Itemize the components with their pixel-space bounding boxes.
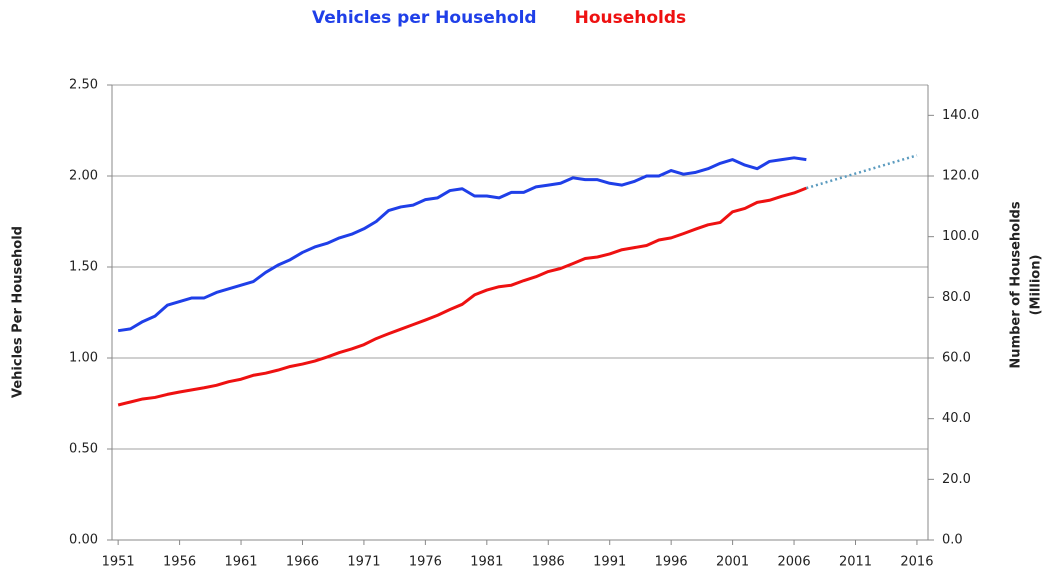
- x-tick-label: 1976: [409, 555, 442, 570]
- y-tick-label: 0.50: [69, 442, 98, 457]
- y2-axis-label: Number of Households: [1009, 201, 1024, 368]
- x-tick-label: 2016: [900, 555, 933, 570]
- y2-tick-label: 0.0: [942, 533, 963, 548]
- x-tick-label: 2011: [839, 555, 872, 570]
- x-tick-label: 1966: [286, 555, 319, 570]
- y2-tick-label: 80.0: [942, 290, 971, 305]
- data-line: [805, 154, 918, 190]
- x-tick-label: 1996: [655, 555, 688, 570]
- y2-tick-label: 60.0: [942, 351, 971, 366]
- data-line: [117, 156, 807, 333]
- legend-label: Households: [575, 8, 687, 28]
- y-tick-label: 1.50: [69, 260, 98, 275]
- y2-axis-label: (Million): [1029, 255, 1044, 316]
- y-tick-label: 0.00: [69, 533, 98, 548]
- x-tick-label: 2001: [716, 555, 749, 570]
- y-axis-label: Vehicles Per Household: [11, 226, 26, 398]
- x-tick-label: 1956: [163, 555, 196, 570]
- x-tick-label: 1961: [224, 555, 257, 570]
- y-tick-label: 2.50: [69, 78, 98, 93]
- y2-tick-label: 120.0: [942, 169, 979, 184]
- y2-tick-label: 20.0: [942, 472, 971, 487]
- y-tick-label: 2.00: [69, 169, 98, 184]
- data-line: [117, 186, 807, 407]
- x-tick-label: 1981: [470, 555, 503, 570]
- x-tick-label: 1951: [102, 555, 135, 570]
- legend-label: Vehicles per Household: [312, 8, 537, 28]
- y2-tick-label: 100.0: [942, 229, 979, 244]
- y-tick-label: 1.00: [69, 351, 98, 366]
- x-tick-label: 1986: [532, 555, 565, 570]
- x-tick-label: 1971: [347, 555, 380, 570]
- x-tick-label: 2006: [778, 555, 811, 570]
- y2-tick-label: 40.0: [942, 411, 971, 426]
- x-tick-label: 1991: [593, 555, 626, 570]
- y2-tick-label: 140.0: [942, 108, 979, 123]
